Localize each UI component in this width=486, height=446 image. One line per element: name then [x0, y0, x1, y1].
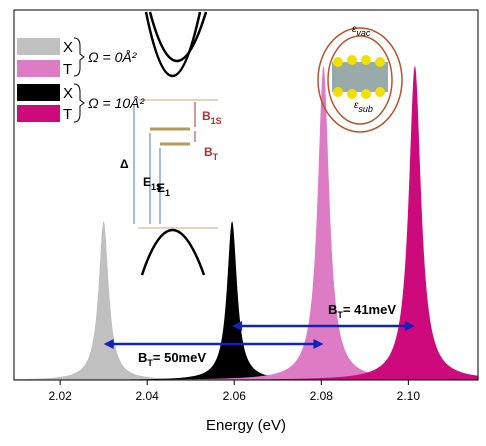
legend-swatch — [17, 38, 60, 55]
x-tick-label: 2.10 — [397, 389, 421, 403]
band-curve — [148, 11, 208, 62]
x-tick-label: 2.04 — [136, 389, 160, 403]
inset-label-sub: 1S — [211, 116, 222, 126]
legend-swatch — [17, 84, 60, 101]
inset-label: E1S — [143, 175, 162, 192]
x-tick-label: 2.02 — [48, 389, 72, 403]
annotation-sub: T — [147, 358, 153, 368]
inset-label-base: ε — [354, 100, 359, 111]
annotation-base: B — [138, 350, 147, 365]
band-curve — [144, 11, 202, 78]
inset-label-sub: sub — [358, 104, 373, 114]
inset-label: εvac — [352, 24, 371, 38]
inset-label-base: E — [143, 175, 151, 189]
inset-label-sub: vac — [356, 28, 371, 38]
inset-label: E1 — [157, 181, 170, 198]
inset-label-base: ε — [352, 24, 357, 35]
inset — [133, 11, 218, 276]
legend-group-label: Ω = 0Å² — [88, 49, 138, 65]
annotation: BT= 50meV — [138, 350, 206, 368]
legend-label: X — [63, 85, 73, 102]
inset-label-base: B — [204, 145, 213, 159]
legend-label: T — [63, 106, 72, 123]
peak — [14, 220, 478, 380]
legend-brace — [73, 83, 85, 123]
legend-group-label: Ω = 10Å² — [88, 95, 146, 111]
x-tick-label: 2.08 — [310, 389, 334, 403]
inset-label: B1S — [202, 109, 222, 126]
legend-brace — [73, 37, 85, 77]
inset-label: εsub — [354, 100, 373, 114]
legend-label: T — [63, 61, 72, 78]
annotation-tail: = 50meV — [153, 350, 206, 365]
inset-label: Δ — [120, 157, 129, 171]
arrow-head — [313, 339, 324, 349]
crystal-icon — [317, 27, 403, 133]
x-tick-label: 2.06 — [223, 389, 247, 403]
plot-frame — [13, 9, 479, 381]
arrow-head — [404, 321, 415, 331]
annotation-base: B — [328, 302, 337, 317]
arrow-head — [232, 321, 243, 331]
x-axis-label: Energy (eV) — [206, 417, 286, 434]
legend-label: X — [63, 39, 73, 56]
inset-label-sub: T — [213, 152, 219, 162]
arrow-head — [103, 339, 114, 349]
plot-area — [14, 65, 478, 380]
annotation-sub: T — [337, 310, 343, 320]
annotation: BT= 41meV — [328, 302, 396, 320]
inset-label: BT — [204, 145, 219, 162]
inset-label-sub: 1 — [165, 188, 170, 198]
inset-label-base: B — [202, 109, 211, 123]
band-curve — [140, 229, 206, 276]
peak — [14, 66, 478, 380]
inset-label-sub: 1S — [151, 182, 162, 192]
inset-label-base: Δ — [120, 157, 129, 171]
inset-label-base: E — [157, 181, 165, 195]
annotation-tail: = 41meV — [343, 302, 396, 317]
legend-swatch — [17, 105, 60, 122]
legend-swatch — [17, 60, 60, 77]
